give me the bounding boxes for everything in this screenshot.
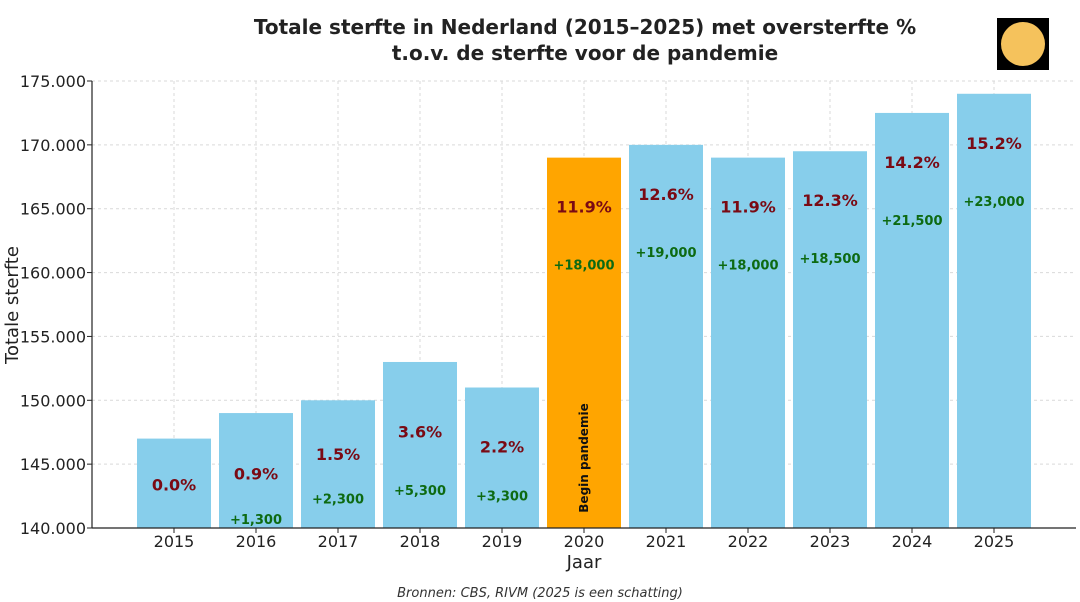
- bar: [957, 93, 1031, 529]
- oversterfte-pct-label: 0.9%: [234, 465, 278, 484]
- bar: [629, 144, 703, 528]
- oversterfte-pct-label: 1.5%: [316, 445, 360, 464]
- oversterfte-abs-label: +1,300: [230, 513, 282, 528]
- bar: [219, 413, 293, 528]
- x-tick-label: 2025: [974, 532, 1015, 551]
- x-tick-label: 2017: [318, 532, 359, 551]
- x-tick-label: 2020: [564, 532, 605, 551]
- source-note: Bronnen: CBS, RIVM (2025 is een schattin…: [397, 586, 683, 601]
- y-tick-label: 155.000: [20, 327, 86, 346]
- oversterfte-abs-label: +21,500: [881, 214, 942, 229]
- bar: [137, 438, 211, 528]
- oversterfte-pct-label: 11.9%: [720, 198, 776, 217]
- y-tick-label: 150.000: [20, 391, 86, 410]
- oversterfte-pct-label: 12.3%: [802, 191, 858, 210]
- y-tick-label: 175.000: [20, 72, 86, 91]
- oversterfte-abs-label: +18,000: [717, 259, 778, 274]
- oversterfte-abs-label: +3,300: [476, 490, 528, 505]
- oversterfte-pct-label: 15.2%: [966, 134, 1022, 153]
- oversterfte-pct-label: 14.2%: [884, 153, 940, 172]
- x-tick-label: 2022: [728, 532, 769, 551]
- bar: [711, 157, 785, 528]
- chart-title: Totale sterfte in Nederland (2015–2025) …: [0, 14, 1080, 66]
- bar: [383, 361, 457, 528]
- oversterfte-abs-label: +18,500: [799, 252, 860, 267]
- oversterfte-abs-label: +2,300: [312, 493, 364, 508]
- x-axis-label: Jaar: [566, 552, 602, 573]
- y-tick-label: 165.000: [20, 200, 86, 219]
- chart-title-line-2: t.o.v. de sterfte voor de pandemie: [391, 41, 779, 65]
- bar: [301, 400, 375, 528]
- oversterfte-abs-label: +19,000: [635, 246, 696, 261]
- x-tick-label: 2024: [892, 532, 933, 551]
- oversterfte-abs-label: +5,300: [394, 484, 446, 499]
- y-axis-label: Totale sterfte: [2, 246, 23, 365]
- oversterfte-pct-label: 0.0%: [152, 475, 196, 494]
- x-tick-label: 2021: [646, 532, 687, 551]
- bar: [793, 151, 867, 528]
- chart-title-line-1: Totale sterfte in Nederland (2015–2025) …: [253, 15, 917, 39]
- oversterfte-pct-label: 11.9%: [556, 198, 612, 217]
- oversterfte-pct-label: 12.6%: [638, 185, 694, 204]
- x-tick-label: 2023: [810, 532, 851, 551]
- y-tick-label: 140.000: [20, 519, 86, 538]
- y-tick-label: 160.000: [20, 264, 86, 283]
- oversterfte-pct-label: 3.6%: [398, 423, 442, 442]
- pandemic-annotation: Begin pandemie: [577, 403, 591, 512]
- bar: [465, 387, 539, 528]
- oversterfte-abs-label: +23,000: [963, 195, 1024, 210]
- sun-logo-icon: [997, 18, 1049, 70]
- bar-highlight: [547, 157, 621, 528]
- oversterfte-abs-label: +18,000: [553, 259, 614, 274]
- x-tick-label: 2019: [482, 532, 523, 551]
- y-tick-label: 145.000: [20, 455, 86, 474]
- bar: [875, 112, 949, 528]
- x-tick-label: 2016: [236, 532, 277, 551]
- x-tick-label: 2015: [154, 532, 195, 551]
- oversterfte-pct-label: 2.2%: [480, 438, 524, 457]
- y-tick-label: 170.000: [20, 136, 86, 155]
- x-tick-label: 2018: [400, 532, 441, 551]
